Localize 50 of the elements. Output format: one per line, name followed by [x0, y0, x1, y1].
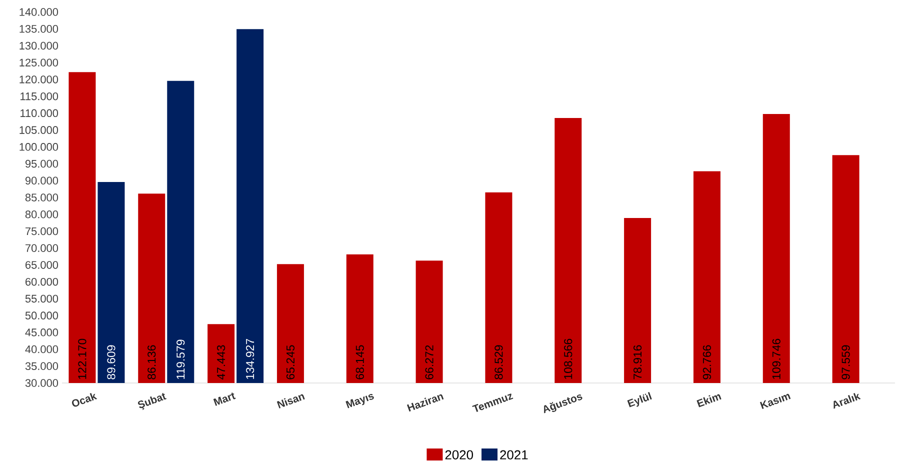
y-tick-label: 105.000 [20, 126, 58, 134]
y-tick-label: 75.000 [26, 227, 58, 236]
y-tick-label: 135.000 [20, 24, 58, 33]
y-tick-label: 45.000 [25, 328, 58, 336]
data-label: 78.916 [633, 345, 642, 380]
y-tick-label: 85.000 [25, 194, 58, 202]
x-tick-label: Kasım [760, 394, 791, 410]
legend-label: 2020 [445, 450, 474, 460]
x-tick-label: Mayıs [346, 394, 374, 408]
data-label: 122.170 [78, 338, 86, 379]
y-tick-label: 115.000 [20, 92, 58, 100]
y-tick-label: 125.000 [20, 58, 58, 66]
data-label: 119.579 [176, 340, 185, 379]
y-tick-label: 50.000 [25, 312, 58, 320]
y-tick-label: 30.000 [25, 379, 58, 387]
y-tick-label: 65.000 [26, 261, 58, 269]
y-tick-label: 95.000 [25, 160, 58, 168]
data-label: 89.609 [107, 345, 116, 380]
y-tick-label: 110.000 [20, 109, 58, 118]
y-tick-label: 40.000 [25, 345, 58, 354]
y-tick-label: 90.000 [25, 176, 58, 185]
y-tick-label: 140.000 [20, 8, 58, 16]
x-tick-label: Ekim [696, 394, 722, 408]
data-label: 108.566 [564, 338, 572, 379]
data-label: 86.529 [494, 345, 503, 380]
x-tick-label: Şubat [138, 392, 166, 410]
x-tick-label: Aralık [834, 393, 861, 409]
data-label: 97.559 [842, 345, 850, 380]
data-label: 66.272 [425, 345, 434, 380]
data-label: 86.136 [148, 345, 156, 380]
y-tick-label: 70.000 [26, 244, 58, 252]
y-tick-label: 35.000 [25, 362, 58, 370]
y-tick-label: 60.000 [26, 278, 58, 286]
data-label: 134.927 [246, 338, 254, 379]
data-label: 92.766 [702, 345, 712, 380]
x-tick-label: Nisan [276, 394, 305, 408]
x-tick-label: Mart [213, 392, 236, 406]
data-label: 109.746 [772, 338, 780, 379]
x-tick-label: Haziran [406, 394, 444, 412]
y-tick-label: 130.000 [20, 42, 58, 50]
y-tick-label: 120.000 [20, 76, 58, 84]
y-tick-label: 100.000 [20, 143, 58, 151]
x-tick-label: Eylül [627, 392, 652, 408]
data-label: 47.443 [216, 345, 226, 380]
legend-label: 2021 [500, 450, 528, 460]
y-tick-label: 80.000 [25, 210, 58, 218]
x-tick-label: Ocak [72, 393, 98, 407]
data-label: 65.245 [286, 345, 295, 380]
y-tick-label: 55.000 [25, 294, 58, 303]
data-label: 68.145 [356, 345, 364, 380]
